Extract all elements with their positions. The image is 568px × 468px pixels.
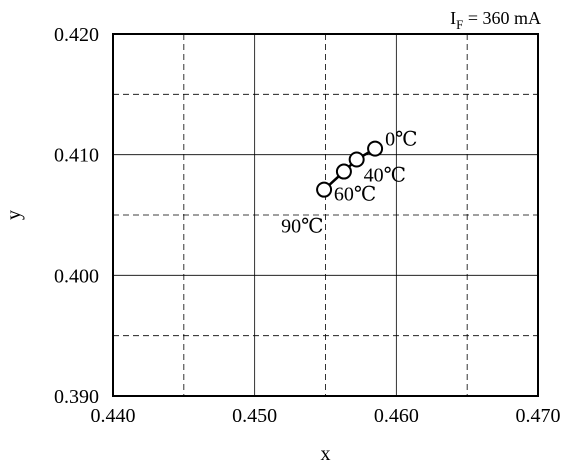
condition-label: IF = 360 mA bbox=[450, 8, 541, 32]
series bbox=[316, 140, 384, 198]
data-point bbox=[316, 181, 333, 198]
condition-prefix: I bbox=[450, 8, 456, 28]
condition-subscript: F bbox=[456, 17, 463, 32]
x-tick-label: 0.460 bbox=[374, 405, 419, 427]
point-label: 40℃ bbox=[364, 164, 406, 186]
plot-frame bbox=[112, 33, 539, 397]
x-axis-label: x bbox=[321, 443, 331, 465]
x-tick-label: 0.450 bbox=[232, 405, 277, 427]
y-tick-label: 0.400 bbox=[54, 265, 99, 287]
point-label: 90℃ bbox=[281, 216, 323, 238]
series-line bbox=[323, 147, 376, 191]
y-tick-label: 0.390 bbox=[54, 386, 99, 408]
x-tick-label: 0.440 bbox=[91, 405, 136, 427]
point-label: 0℃ bbox=[385, 129, 417, 151]
y-axis-label: y bbox=[3, 210, 25, 220]
data-point bbox=[335, 163, 352, 180]
y-tick-label: 0.420 bbox=[54, 24, 99, 46]
grid bbox=[113, 34, 538, 396]
y-tick-label: 0.410 bbox=[54, 145, 99, 167]
data-point bbox=[348, 151, 365, 168]
x-tick-label: 0.470 bbox=[516, 405, 561, 427]
data-point bbox=[367, 140, 384, 157]
labels: 0℃ 40℃60℃ 90℃ bbox=[281, 129, 417, 238]
ticks: 0.440 0.450 0.460 0.470 0.390 0.400 0.410 0.420 bbox=[54, 24, 561, 427]
condition-value: = 360 mA bbox=[463, 8, 541, 28]
point-label: 60℃ bbox=[334, 184, 376, 206]
